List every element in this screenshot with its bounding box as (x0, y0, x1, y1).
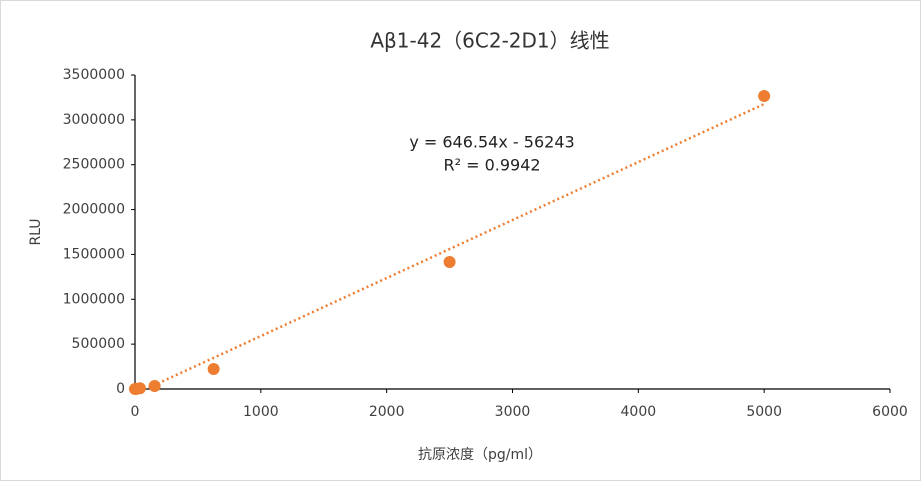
data-point (133, 382, 146, 395)
chart-title: Aβ1-42（6C2-2D1）线性 (370, 29, 609, 53)
trend-r2: R² = 0.9942 (443, 156, 540, 175)
x-tick-label: 4000 (621, 404, 657, 420)
y-tick-label: 2000000 (63, 202, 125, 218)
x-tick-label: 3000 (495, 404, 531, 420)
data-point (443, 255, 456, 268)
y-tick-label: 3500000 (63, 67, 125, 83)
x-tick-label: 0 (131, 404, 140, 420)
trend-equation: y = 646.54x - 56243 (409, 133, 574, 152)
data-point (758, 89, 771, 102)
x-tick-label: 2000 (369, 404, 405, 420)
y-axis-label: RLU (28, 218, 44, 245)
x-axis-label: 抗原浓度（pg/ml） (418, 447, 542, 463)
x-tick-label: 5000 (746, 404, 782, 420)
y-tick-label: 500000 (72, 336, 125, 352)
data-point (207, 362, 220, 375)
y-tick-label: 1500000 (63, 246, 125, 262)
x-tick-label: 1000 (243, 404, 279, 420)
data-point (148, 380, 161, 393)
x-tick-label: 6000 (872, 404, 908, 420)
y-tick-label: 3000000 (63, 112, 125, 128)
y-tick-label: 0 (116, 381, 125, 397)
y-tick-label: 1000000 (63, 291, 125, 307)
y-tick-label: 2500000 (63, 157, 125, 173)
trendline (142, 102, 765, 389)
